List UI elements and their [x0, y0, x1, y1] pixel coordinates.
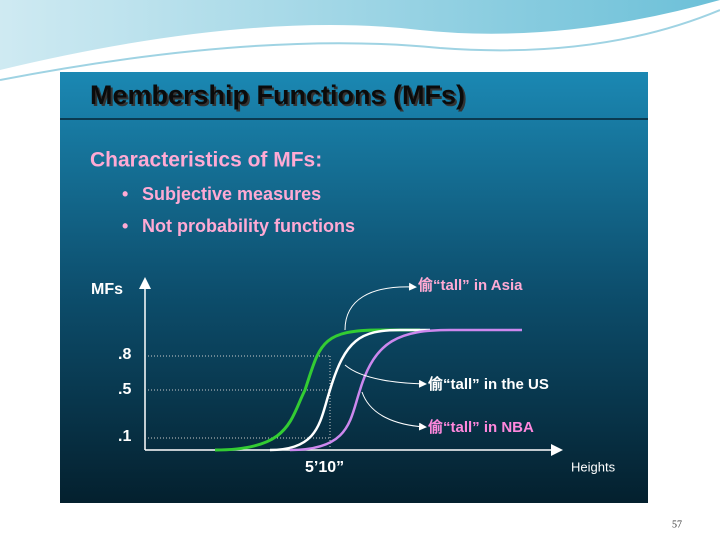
curve-us — [269, 328, 430, 452]
x-axis-label: Heights — [571, 459, 616, 474]
annotation: 偷“tall” in Asia — [418, 276, 523, 294]
annotation: 偷“tall” in the US — [428, 375, 549, 393]
title-shadow: Membership Functions (MFs) — [92, 82, 467, 112]
x-label: 5’10” — [305, 459, 344, 476]
panel — [60, 72, 648, 503]
y-label: .1 — [118, 428, 131, 445]
curve-nba — [289, 328, 522, 452]
y-axis-label: MFs — [91, 281, 123, 298]
arrow — [344, 282, 417, 331]
bullet: Subjective measures — [142, 184, 321, 204]
page-number: 57 — [672, 519, 682, 530]
swoosh — [0, 0, 720, 70]
bullet: Not probability functions — [142, 216, 355, 236]
annotation: 偷“tall” in NBA — [428, 418, 534, 436]
bullet-dot: • — [122, 184, 128, 204]
swoosh-line — [0, 9, 720, 81]
heading: Characteristics of MFs: — [90, 149, 322, 172]
bullet-dot: • — [122, 216, 128, 236]
y-label: .5 — [118, 381, 131, 398]
arrow — [361, 391, 427, 431]
arrow — [344, 364, 427, 388]
curve-asia — [214, 328, 420, 452]
y-label: .8 — [118, 346, 131, 363]
title: Membership Functions (MFs) — [90, 80, 465, 110]
